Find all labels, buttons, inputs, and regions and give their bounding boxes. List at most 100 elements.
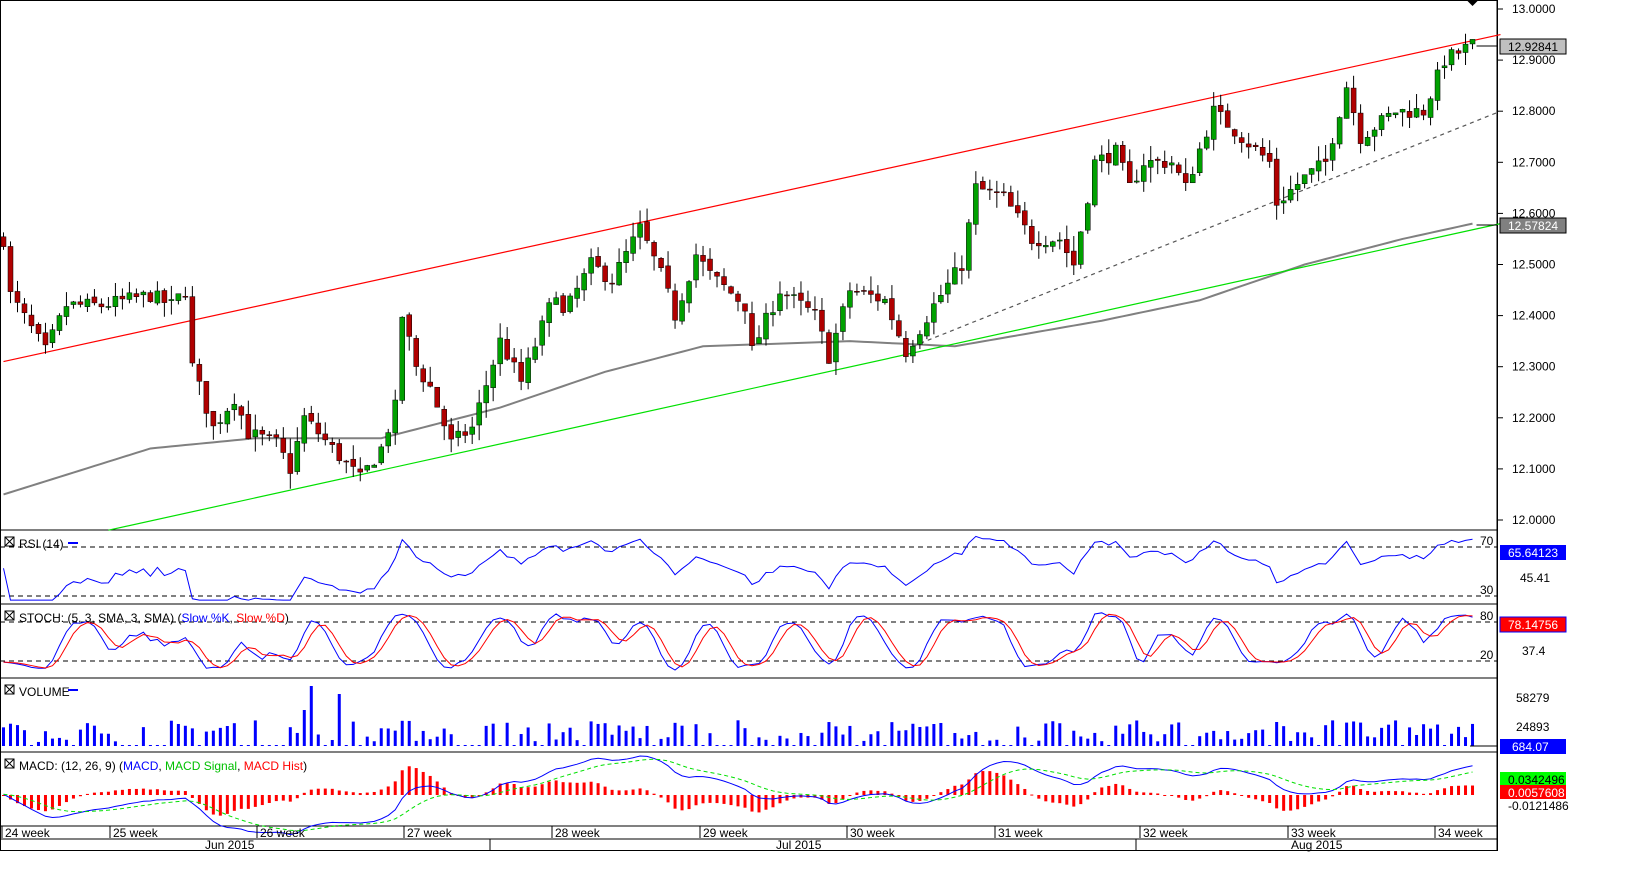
candle — [84, 298, 91, 307]
macd-hist-bar — [1016, 784, 1020, 795]
candle — [140, 291, 147, 296]
volume-bar — [162, 745, 166, 746]
macd-hist-bar — [890, 793, 894, 795]
candle — [1043, 245, 1049, 248]
candle — [287, 453, 294, 474]
candle — [385, 432, 391, 447]
macd-hist-bar — [995, 772, 999, 795]
volume-bar — [267, 745, 271, 746]
macd-hist-bar — [981, 771, 985, 795]
volume-bar — [995, 739, 999, 746]
volume-bar — [64, 739, 68, 746]
candle — [847, 290, 853, 308]
candle — [91, 296, 98, 304]
volume-bar — [57, 737, 61, 746]
candle — [119, 295, 126, 300]
volume-bar — [1149, 734, 1153, 746]
volume-bar — [15, 725, 19, 746]
macd-signal-legend: MACD Signal — [165, 759, 237, 773]
candle — [1036, 242, 1042, 247]
volume-bar — [99, 733, 103, 746]
macd-hist-bar — [1324, 795, 1328, 800]
macd-hist-bar — [932, 795, 936, 796]
volume-bar — [470, 745, 474, 746]
candle — [49, 329, 56, 344]
volume-bar — [1310, 737, 1314, 746]
candle — [973, 183, 979, 225]
candle — [196, 364, 203, 382]
volume-bar — [134, 745, 138, 746]
volume-bar — [428, 739, 432, 746]
volume-bar — [218, 727, 222, 746]
macd-hist-bar — [708, 795, 712, 803]
macd-signal-value: 0.0342496 — [1508, 773, 1565, 787]
candle — [7, 246, 14, 292]
candle — [917, 334, 923, 345]
candle — [1280, 200, 1287, 204]
macd-hist-bar — [1289, 795, 1293, 811]
candle — [238, 406, 245, 416]
candle — [56, 315, 63, 331]
week-label: 25 week — [113, 826, 159, 840]
volume-bar — [729, 745, 733, 746]
macd-hist-bar — [316, 788, 320, 795]
volume-bar — [834, 726, 838, 746]
volume-bar — [1086, 738, 1090, 746]
week-label: 27 week — [407, 826, 453, 840]
candle — [840, 306, 846, 332]
price-tick-label: 12.0000 — [1512, 513, 1556, 527]
plot-frame — [0, 0, 1498, 851]
candle — [1399, 109, 1406, 113]
candle — [161, 290, 168, 303]
volume-bar — [855, 745, 859, 746]
last-price-label: 12.92841 — [1508, 40, 1558, 54]
volume-bar — [1184, 745, 1188, 746]
candle — [637, 223, 643, 238]
candle — [1050, 241, 1056, 247]
macd-hist-bar — [1268, 795, 1272, 804]
volume-bar — [1072, 730, 1076, 746]
macd-hist-bar — [715, 795, 719, 804]
candle — [336, 443, 343, 461]
candle — [1259, 146, 1266, 156]
volume-bar — [547, 723, 551, 746]
volume-bar — [1408, 727, 1412, 746]
stoch-value-box — [1499, 616, 1567, 633]
candle — [1441, 65, 1448, 69]
candle — [266, 434, 273, 436]
upper-channel-line — [3, 33, 1501, 363]
volume-bar — [239, 745, 243, 746]
candle — [1448, 49, 1455, 66]
candle — [280, 438, 287, 453]
volume-bar — [918, 726, 922, 746]
candle — [1252, 144, 1259, 148]
candle — [1357, 112, 1364, 144]
candle — [574, 287, 580, 299]
candle — [357, 468, 364, 473]
volume-bar — [43, 731, 47, 746]
macd-hist-bar — [1170, 795, 1174, 796]
macd-hist-bar — [1443, 788, 1447, 795]
volume-bar — [1254, 730, 1258, 746]
volume-bar — [1261, 729, 1265, 746]
volume-bar — [1051, 721, 1055, 746]
volume-bar — [372, 741, 376, 746]
volume-bar — [1457, 726, 1461, 746]
volume-bar — [1044, 723, 1048, 746]
volume-bar — [1079, 736, 1083, 746]
candle — [147, 292, 154, 302]
volume-bar — [666, 737, 670, 746]
volume-bar — [274, 745, 278, 746]
macd-hist-bar — [106, 791, 110, 795]
macd-hist-bar — [855, 792, 859, 795]
candle — [1455, 50, 1462, 54]
volume-bar — [1338, 745, 1342, 746]
macd-hist-bar — [1191, 795, 1195, 801]
macd-hist-bar — [414, 768, 418, 795]
macd-hist-bar — [1142, 792, 1146, 795]
macd-hist-bar — [239, 795, 243, 809]
candle — [1245, 143, 1252, 148]
macd-hist-bar — [736, 795, 740, 807]
volume-bar — [911, 723, 915, 746]
volume-bar — [848, 725, 852, 746]
